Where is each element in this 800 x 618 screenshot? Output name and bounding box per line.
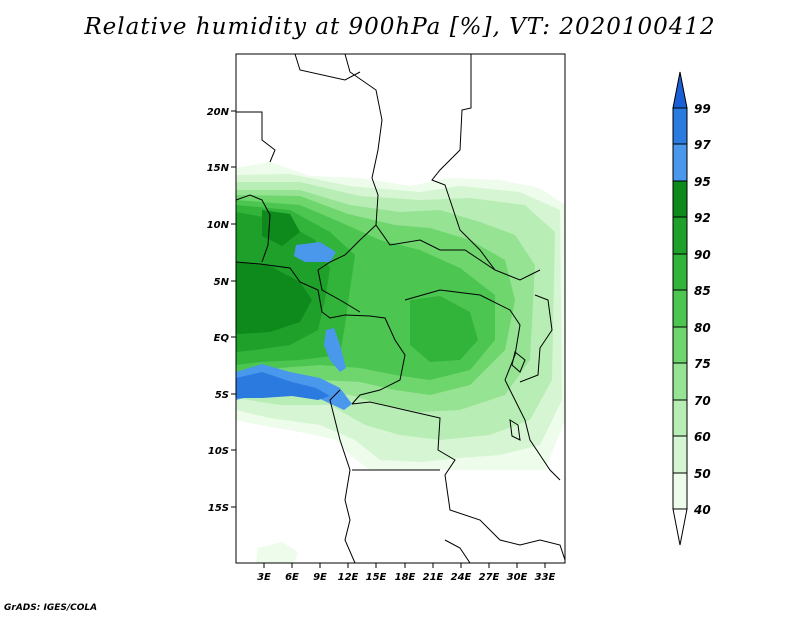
lon-label-21e: 21E [423, 572, 444, 583]
lon-label-33e: 33E [535, 572, 556, 583]
colorbar-label-70: 70 [694, 394, 711, 408]
colorbar-label-80: 80 [694, 321, 711, 335]
colorbar-segment-85 [672, 253, 688, 291]
lat-label-20n: 20N [207, 107, 230, 118]
colorbar-label-90: 90 [694, 248, 711, 262]
rh-92-area [236, 262, 312, 334]
country-borders [236, 54, 565, 563]
lon-label-3e: 3E [257, 572, 271, 583]
rh-95-patch-cameroon [294, 242, 336, 262]
colorbar-segment-92 [672, 180, 688, 218]
lat-label-5n: 5N [214, 277, 230, 288]
colorbar-top-arrow [672, 71, 688, 109]
lon-label-30e: 30E [507, 572, 528, 583]
grads-credit: GrADS: IGES/COLA [4, 603, 98, 613]
colorbar-segment-95 [672, 143, 688, 182]
lat-label-10s: 10S [208, 446, 229, 457]
lon-label-6e: 6E [285, 572, 299, 583]
rh-97-area-gabon [236, 372, 330, 400]
colorbar-segment-40 [672, 472, 688, 510]
lon-label-27e: 27E [479, 572, 500, 583]
lon-axis: 3E 6E 9E 12E 15E 18E 21E 24E 27E 30E 33E [257, 563, 556, 583]
lon-label-9e: 9E [313, 572, 327, 583]
lat-label-eq: EQ [214, 333, 230, 344]
lon-label-15e: 15E [366, 572, 387, 583]
rh-85-patch-east [410, 296, 478, 362]
lon-label-18e: 18E [395, 572, 416, 583]
colorbar-label-75: 75 [694, 357, 711, 371]
colorbar-segment-80 [672, 289, 688, 328]
rh-40-patch-south [256, 542, 298, 563]
colorbar-label-60: 60 [694, 430, 711, 444]
lon-label-24e: 24E [451, 572, 472, 583]
colorbar-segment-60 [672, 399, 688, 437]
colorbar-segment-90 [672, 216, 688, 255]
lat-label-15n: 15N [207, 163, 230, 174]
lat-label-15s: 15S [208, 503, 229, 514]
colorbar-label-95: 95 [694, 175, 711, 189]
colorbar: 99 97 95 92 90 85 80 75 70 60 50 40 [672, 71, 711, 546]
colorbar-label-50: 50 [694, 467, 711, 481]
colorbar-label-97: 97 [694, 138, 711, 152]
colorbar-segment-97 [672, 107, 688, 145]
colorbar-label-99: 99 [694, 102, 711, 116]
chart-title: Relative humidity at 900hPa [%], VT: 202… [84, 14, 716, 40]
colorbar-segment-50 [672, 435, 688, 474]
colorbar-segment-75 [672, 326, 688, 364]
lat-axis: 20N 15N 10N 5N EQ 5S 10S 15S [207, 107, 236, 514]
humidity-field [236, 162, 565, 563]
lat-label-5s: 5S [215, 390, 229, 401]
rh-95-area-coast [324, 328, 346, 372]
colorbar-bottom-arrow [672, 508, 688, 546]
colorbar-label-92: 92 [694, 211, 711, 225]
lat-label-10n: 10N [207, 220, 230, 231]
map-frame [235, 53, 566, 564]
colorbar-segment-70 [672, 362, 688, 401]
colorbar-label-40: 40 [693, 503, 711, 517]
colorbar-label-85: 85 [694, 284, 711, 298]
lon-label-12e: 12E [338, 572, 359, 583]
rh-92-patch-north [262, 210, 300, 246]
